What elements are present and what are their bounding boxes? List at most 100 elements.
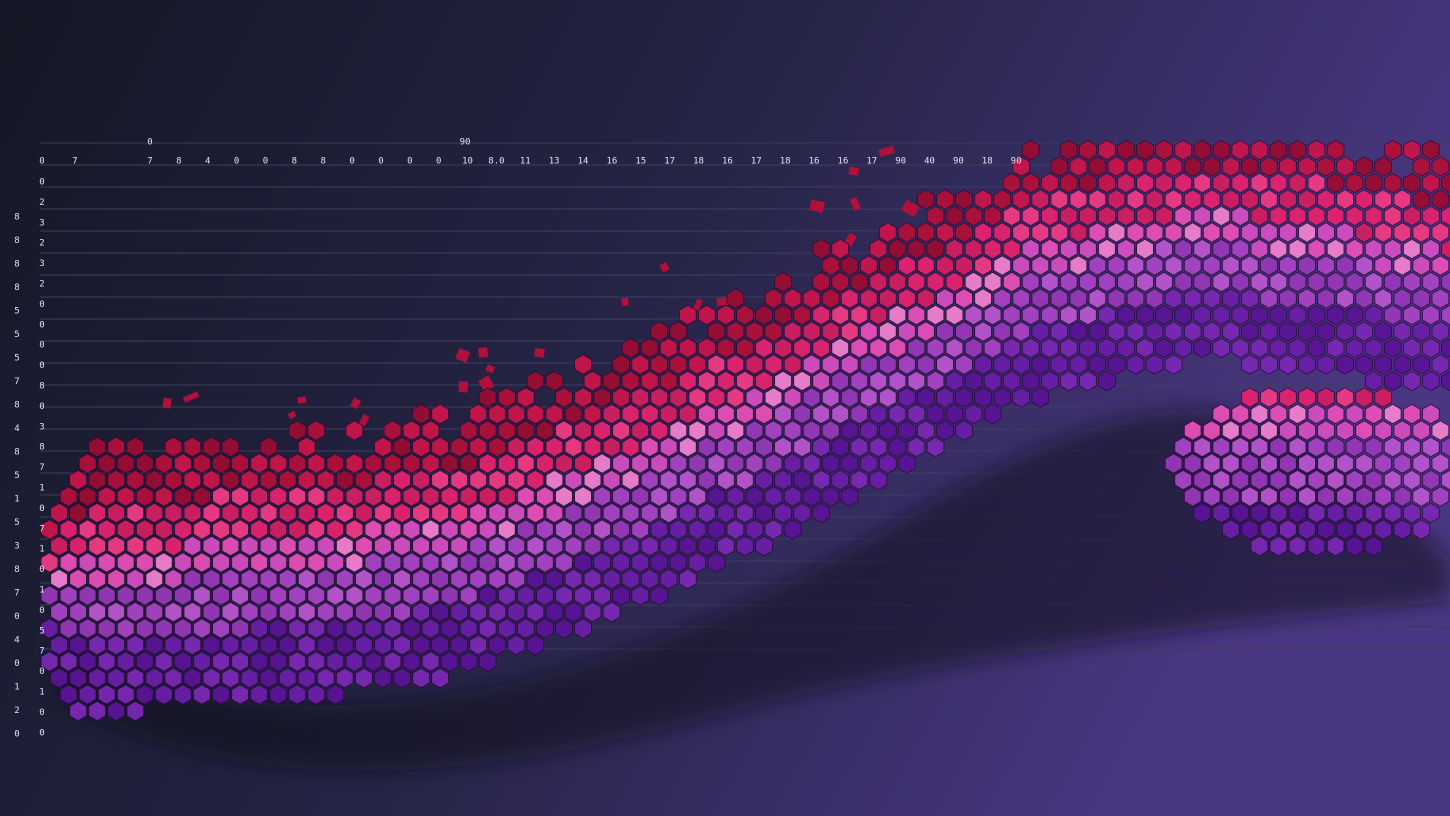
hex-cell (1260, 189, 1278, 210)
hex-cell (1241, 255, 1259, 276)
hex-cell (955, 354, 973, 375)
hex-cell (1126, 156, 1145, 177)
hex-cell (831, 304, 849, 326)
hex-cell (574, 486, 592, 507)
hex-cell (698, 436, 716, 458)
hex-cell (155, 684, 173, 705)
hex-cell (107, 601, 125, 623)
hex-cell (907, 403, 926, 425)
hex-cell (688, 519, 707, 540)
hex-cell (1250, 469, 1269, 491)
hex-cell (174, 552, 192, 573)
hex-cell (545, 403, 564, 425)
hex-cell (736, 469, 754, 491)
labels: 0 900 7 7 8 4 0 0 8 8 0 0 0 0 10 8.0 11 13 14 16 15 17 18 16 17 1… (14, 138, 1021, 740)
hex-cell (574, 453, 592, 474)
hex-cell (1345, 205, 1364, 227)
hex-cell (1393, 354, 1412, 375)
hex-cell (336, 667, 354, 689)
hex-cell (545, 502, 564, 524)
hex-cell (1403, 304, 1421, 326)
hex-cell (1326, 238, 1345, 260)
hex-cell (1279, 189, 1297, 210)
hex-cell (88, 700, 106, 722)
hex-cell (1012, 156, 1030, 177)
hex-cell (259, 469, 278, 491)
hex-cell (478, 618, 497, 639)
hex-cell (964, 403, 983, 425)
hex-cell (945, 238, 964, 260)
hex-cell (1355, 255, 1373, 276)
hex-cell (1307, 436, 1326, 458)
hex-cell (145, 502, 164, 524)
hex-cell (355, 502, 373, 524)
hex-cell (1231, 469, 1250, 491)
hex-cell (602, 469, 621, 491)
hex-cell (69, 700, 87, 722)
hex-cell (936, 189, 954, 210)
hex-cell (669, 387, 688, 408)
hex-cell (1326, 205, 1345, 227)
hex-cell (583, 568, 602, 590)
hex-cell (1174, 271, 1192, 293)
hex-cell (59, 651, 78, 672)
hex-cell (1307, 502, 1326, 524)
hex-cell (907, 436, 926, 458)
hex-cell (297, 469, 316, 491)
hex-cell (88, 568, 106, 590)
hex-cell (1412, 321, 1431, 342)
side-label: 0 (39, 504, 44, 514)
hex-cell (955, 255, 973, 276)
hex-cell (507, 436, 526, 458)
hex-cell (945, 370, 964, 392)
hex-cell (250, 519, 268, 540)
hex-cell (50, 535, 68, 557)
hex-cell (631, 354, 649, 375)
hex-cell (1069, 321, 1088, 342)
hex-cell (593, 585, 611, 606)
hex-cell (478, 651, 497, 672)
side-label: 8 (14, 260, 19, 270)
hex-cell (364, 618, 383, 639)
hex-cell (1298, 453, 1316, 474)
hex-cell (1326, 337, 1345, 359)
hex-cell (1050, 288, 1069, 309)
hex-cell (231, 585, 249, 606)
side-label: 0 (39, 708, 44, 718)
hex-cell (107, 436, 125, 458)
hex-cell (174, 684, 192, 705)
hex-cell (621, 502, 640, 524)
hex-cell (755, 469, 773, 491)
hex-cell (650, 519, 668, 540)
hex-cell (116, 519, 135, 540)
hex-cell (231, 519, 249, 540)
hex-cell (78, 684, 97, 705)
hex-cell (269, 552, 287, 573)
hex-cell (1298, 387, 1316, 408)
hex-cell (183, 436, 202, 458)
hex-cell (1307, 337, 1326, 359)
hex-cell (1250, 238, 1269, 260)
hex-cell (898, 354, 916, 375)
hex-cell (431, 436, 449, 458)
hex-cell (326, 486, 345, 507)
hex-cell (97, 684, 116, 705)
hex-cell (1202, 156, 1221, 177)
hex-cell (278, 469, 297, 491)
shadow (60, 409, 1450, 771)
hex-cell (1098, 337, 1116, 359)
hex-cell (1260, 519, 1278, 540)
hex-cell (593, 486, 611, 507)
hex-cell (783, 420, 802, 441)
hex-cell (698, 535, 716, 557)
hex-cell (1345, 502, 1364, 524)
hex-cell (374, 469, 392, 491)
hex-cell (450, 634, 468, 656)
hex-cell (536, 585, 554, 606)
hex-cell (888, 238, 907, 260)
top-label: 16 (837, 157, 848, 167)
hex-cell (326, 618, 345, 639)
hex-cell (202, 469, 221, 491)
hex-cell (212, 618, 230, 639)
hex-cell (40, 618, 59, 639)
